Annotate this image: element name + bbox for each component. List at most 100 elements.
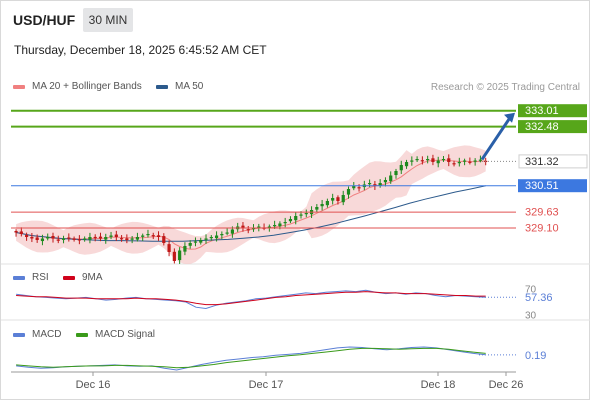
- candle-body: [46, 237, 50, 239]
- level-label-support: 329.10: [525, 223, 559, 235]
- candle-body: [257, 226, 261, 228]
- candle-body: [151, 235, 155, 237]
- legend-swatch: [156, 84, 168, 89]
- candle-body: [83, 238, 87, 240]
- candle-body: [14, 231, 18, 233]
- candle-body: [141, 235, 145, 237]
- legend-macd-signal: MACD Signal: [76, 329, 155, 340]
- legend-ma50: MA 50: [156, 81, 203, 92]
- x-tick-label: Dec 26: [489, 379, 524, 391]
- macd-series-0: [16, 346, 486, 371]
- candle-body: [246, 229, 250, 231]
- candle-body: [404, 162, 409, 167]
- candle-body: [214, 235, 219, 239]
- credit-text: Research © 2025 Trading Central: [430, 82, 580, 93]
- legend-swatch: [13, 332, 25, 337]
- level-tag-resistance: [518, 104, 587, 118]
- legend-label: RSI: [32, 272, 49, 283]
- rsi-tick-label: 30: [525, 311, 537, 322]
- candle-body: [40, 238, 45, 242]
- candle-body: [125, 238, 129, 240]
- last-price-label: 331.32: [525, 156, 559, 168]
- legend-label: MACD: [32, 329, 62, 340]
- candle-body: [130, 238, 134, 240]
- rsi-series-0: [16, 289, 486, 310]
- forecast-arrow: [480, 116, 512, 161]
- candle-body: [331, 198, 335, 201]
- level-label-pivot: 330.51: [525, 180, 559, 192]
- x-tick-label: Dec 16: [76, 379, 111, 391]
- candle-body: [415, 159, 419, 161]
- candle-body: [109, 235, 113, 237]
- legend-label: MA 20 + Bollinger Bands: [32, 81, 142, 92]
- candle-body: [178, 250, 182, 261]
- candle-body: [225, 232, 229, 234]
- candle-body: [104, 237, 108, 240]
- candle-body: [193, 241, 198, 243]
- candle-body: [473, 160, 477, 162]
- candle-body: [283, 222, 287, 224]
- legend-macd: MACD: [13, 329, 61, 340]
- legend-swatch: [13, 275, 25, 280]
- report-datetime: Thursday, December 18, 2025 6:45:52 AM C…: [14, 43, 267, 57]
- candle-body: [378, 183, 382, 186]
- level-tag-pivot: [518, 179, 587, 193]
- candle-body: [320, 204, 324, 207]
- candle-body: [25, 235, 29, 237]
- candle-body: [19, 231, 23, 234]
- legend-label: 9MA: [82, 272, 103, 283]
- candle-body: [304, 213, 308, 215]
- candle-body: [183, 246, 187, 252]
- legend-ma20-bb: MA 20 + Bollinger Bands: [13, 81, 142, 92]
- candle-body: [357, 187, 361, 189]
- candle-body: [251, 228, 256, 230]
- candle-body: [431, 158, 435, 162]
- candle-body: [373, 184, 377, 186]
- candle-body: [457, 162, 461, 164]
- legend-label: MA 50: [175, 81, 204, 92]
- candle-body: [278, 223, 282, 227]
- candle-body: [468, 161, 472, 163]
- candle-body: [135, 237, 140, 240]
- legend-rsi: RSI: [13, 272, 49, 283]
- rsi-tick-label: 70: [525, 285, 537, 296]
- ma50-line: [16, 185, 486, 242]
- legend-swatch: [76, 332, 88, 337]
- legend-swatch: [13, 84, 25, 89]
- candle-body: [241, 225, 245, 228]
- candle-body: [325, 201, 329, 206]
- timeframe-badge[interactable]: 30 MIN: [83, 8, 133, 32]
- candle-body: [98, 236, 103, 239]
- forecast-arrow-head: [504, 112, 515, 123]
- symbol-title: USD/HUF: [13, 12, 76, 28]
- candle-body: [77, 239, 81, 241]
- candle-body: [220, 234, 224, 236]
- candle-body: [30, 236, 34, 239]
- candle-body: [426, 159, 430, 161]
- candle-body: [452, 163, 456, 165]
- candle-body: [346, 189, 351, 195]
- candle-body: [410, 160, 414, 162]
- legend-swatch: [63, 275, 75, 280]
- candle-body: [61, 238, 66, 240]
- candle-body: [156, 235, 161, 237]
- candle-body: [294, 216, 298, 221]
- candle-body: [230, 229, 235, 234]
- level-label-support: 329.63: [525, 207, 559, 219]
- candle-body: [188, 243, 192, 246]
- candle-body: [336, 197, 340, 201]
- candle-body: [389, 175, 393, 182]
- candle-body: [447, 158, 451, 162]
- bollinger-band: [16, 145, 486, 264]
- candle-body: [114, 234, 118, 237]
- legend-label: MACD Signal: [95, 329, 156, 340]
- candle-body: [462, 160, 467, 162]
- candle-body: [299, 214, 303, 216]
- candle-body: [383, 180, 388, 183]
- rsi-value-label: 57.36: [525, 292, 553, 304]
- macd-series-1: [16, 347, 486, 369]
- legend-rsi-9ma: 9MA: [63, 272, 103, 283]
- rsi-series-1: [16, 291, 486, 306]
- candle-body: [146, 234, 150, 236]
